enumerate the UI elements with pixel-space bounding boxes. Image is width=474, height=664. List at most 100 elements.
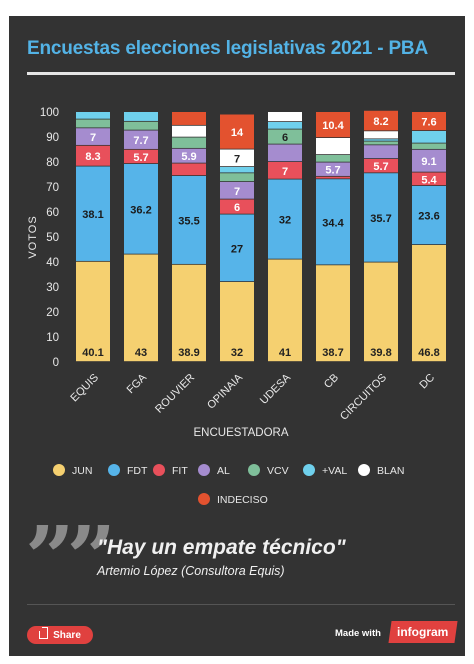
bar-segment	[316, 155, 350, 162]
bar-segment	[220, 149, 254, 167]
data-label: 35.7	[370, 213, 391, 225]
legend-label: +VAL	[322, 465, 347, 477]
data-label: 36.2	[130, 204, 151, 216]
infographic-card: Encuestas elecciones legislativas 2021 -…	[9, 16, 465, 656]
quote-author: Artemio López (Consultora Equis)	[97, 564, 285, 578]
quote-text: "Hay un empate técnico"	[97, 536, 346, 559]
data-label: 6	[234, 202, 240, 214]
x-tick-label: DC	[417, 372, 437, 392]
bar-segment	[220, 173, 254, 182]
bar-segment	[220, 167, 254, 173]
bar-segment	[268, 144, 302, 162]
x-tick-label: CB	[322, 372, 341, 391]
bar-segment	[412, 143, 446, 149]
data-label: 14	[231, 127, 244, 139]
y-tick-label: 0	[53, 357, 59, 369]
data-label: 40.1	[82, 347, 103, 359]
bar-segment	[412, 245, 446, 362]
share-label: Share	[53, 629, 81, 641]
bar-segment	[76, 145, 110, 166]
data-label: 7	[234, 186, 240, 198]
bar-segment	[76, 128, 110, 145]
bar-segment	[364, 110, 398, 131]
data-label: 32	[279, 215, 291, 227]
legend-label: FIT	[172, 465, 188, 477]
data-label: 32	[231, 347, 243, 359]
data-label: 8.3	[85, 151, 100, 163]
legend-swatch	[53, 464, 65, 476]
legend-label: BLAN	[377, 465, 404, 477]
y-tick-label: 30	[46, 282, 59, 294]
share-icon	[39, 627, 49, 639]
bar-segment	[124, 254, 158, 362]
bar-segment	[172, 125, 206, 137]
data-label: 8.2	[373, 116, 388, 128]
x-tick-label: ROUVIER	[153, 372, 197, 416]
legend-swatch	[248, 464, 260, 476]
y-tick-label: 70	[46, 182, 59, 194]
bar-segment	[172, 112, 206, 125]
bar-segment	[364, 131, 398, 139]
chart-title: Encuestas elecciones legislativas 2021 -…	[27, 38, 428, 59]
data-label: 7	[234, 153, 240, 165]
quote-mark-icon: ””	[25, 508, 116, 609]
infogram-logo[interactable]: infogram	[388, 621, 458, 643]
x-tick-label: EQUIS	[68, 372, 101, 405]
legend-swatch	[108, 464, 120, 476]
data-label: 7.6	[421, 117, 436, 129]
y-tick-label: 100	[40, 107, 59, 119]
x-tick-label: FGA	[125, 371, 150, 396]
made-with-label: Made with	[335, 628, 381, 639]
bar-segment	[412, 149, 446, 172]
data-label: 23.6	[418, 211, 439, 223]
bar-segment	[172, 264, 206, 362]
y-tick-label: 80	[46, 157, 59, 169]
bar-segment	[364, 139, 398, 141]
bar-segment	[268, 162, 302, 179]
bar-segment	[316, 162, 350, 176]
data-label: 5.4	[421, 174, 437, 186]
data-label: 38.1	[82, 209, 103, 221]
legend-label: JUN	[72, 465, 92, 477]
bar-segment	[220, 282, 254, 362]
share-button[interactable]: Share	[27, 626, 93, 644]
footer-divider	[27, 604, 455, 605]
x-tick-label: CIRCUITOS	[338, 372, 389, 423]
y-tick-label: 20	[46, 307, 59, 319]
title-divider	[27, 72, 455, 75]
bar-segment	[316, 138, 350, 155]
data-label: 5.9	[181, 151, 196, 163]
bar-segment	[268, 112, 302, 122]
bar-segment	[220, 214, 254, 282]
data-label: 5.7	[325, 165, 340, 177]
y-axis-label: VOTOS	[27, 215, 39, 258]
bar-segment	[76, 261, 110, 362]
data-label: 5.7	[133, 152, 148, 164]
bar-segment	[268, 179, 302, 259]
bar-segment	[220, 182, 254, 199]
bar-segment	[268, 129, 302, 144]
y-tick-label: 90	[46, 132, 59, 144]
bar-segment	[364, 173, 398, 262]
data-label: 7	[282, 166, 288, 178]
y-tick-label: 60	[46, 207, 59, 219]
bar-segment	[124, 149, 158, 164]
bar-segment	[124, 112, 158, 121]
legend-swatch	[198, 493, 210, 505]
legend-label: FDT	[127, 465, 148, 477]
x-axis-label: ENCUESTADORA	[194, 427, 289, 439]
y-tick-label: 50	[46, 232, 59, 244]
bar-segment	[220, 114, 254, 149]
bar-segment	[316, 112, 350, 138]
legend-swatch	[303, 464, 315, 476]
stacked-bar-chart: 0 10 20 30 40 50 60 70 80 90 100 VOTOS 40.1 38.1 8.3 7 E…	[27, 107, 446, 506]
bar-segment	[124, 121, 158, 130]
bar-segment	[364, 145, 398, 159]
bar-segment	[220, 199, 254, 214]
bar-segment	[316, 176, 350, 179]
bar-segment	[412, 172, 446, 186]
data-label: 7	[90, 132, 96, 144]
y-tick-label: 40	[46, 257, 59, 269]
legend-label: AL	[217, 465, 230, 477]
bar-segment	[364, 159, 398, 173]
